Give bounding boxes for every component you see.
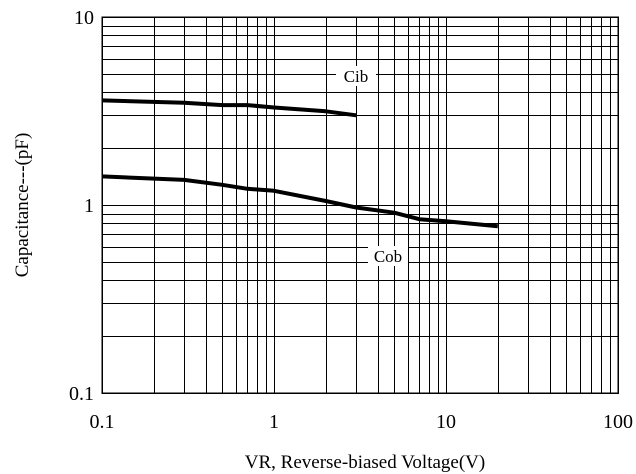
tick-labels: 0.1 1 10 100 0.1 1 10 (69, 7, 633, 433)
series-line-cib (101, 98, 357, 118)
x-tick-label: 10 (436, 411, 456, 433)
x-tick-label: 100 (603, 411, 633, 433)
series-label-bg (336, 66, 376, 86)
y-axis-title: Capacitance---(pF) (12, 133, 33, 278)
series-label-cob: Cob (374, 247, 402, 266)
plot-frame (101, 16, 619, 394)
series-label-bg (368, 246, 408, 266)
x-tick-label: 0.1 (90, 411, 115, 433)
y-tick-label: 10 (74, 7, 94, 29)
grid-lines (102, 17, 618, 393)
y-tick-label: 1 (84, 195, 94, 217)
x-tick-label: 1 (269, 411, 279, 433)
y-tick-label: 0.1 (69, 383, 94, 405)
series-line-cob (101, 174, 498, 229)
x-axis-title: VR, Reverse-biased Voltage(V) (245, 452, 485, 473)
series-label-cib: Cib (344, 67, 369, 86)
series-labels: Cib Cob (336, 66, 408, 266)
series-lines (101, 98, 498, 229)
